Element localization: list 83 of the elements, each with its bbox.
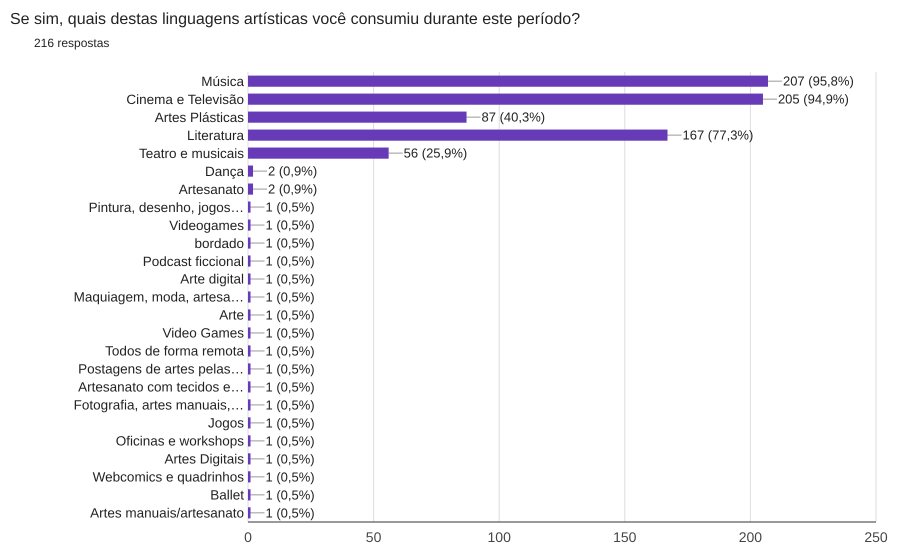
x-tick-label: 50 [366,529,382,545]
chart-title: Se sim, quais destas linguagens artísticas você consumiu durante este período? [10,11,580,28]
y-tick-label: Fotografia, artes manuais,… [74,398,244,413]
y-tick-label: Arte [219,308,244,323]
y-tick-label: Video Games [162,326,244,341]
y-tick-label: Videogames [169,218,244,233]
bar [248,489,251,500]
data-label: 1 (0,5%) [266,451,315,466]
y-tick-label: bordado [194,236,244,251]
data-label: 1 (0,5%) [266,433,315,448]
bar [248,184,254,195]
bar [248,471,251,482]
data-label: 56 (25,9%) [404,146,468,161]
y-tick-label: Artesanato [178,182,244,197]
x-tick-label: 200 [738,529,762,545]
x-tick-label: 250 [864,529,888,545]
text: 216 respostas [34,36,110,50]
bar [248,363,251,375]
data-label: 205 (94,9%) [778,92,849,107]
bar [248,112,467,123]
bar [248,273,251,285]
data-label: 1 (0,5%) [266,487,315,502]
data-label: 1 (0,5%) [266,361,315,376]
bar [248,130,668,141]
y-tick-label: Podcast ficcional [142,254,244,269]
y-tick-label: Artesanato com tecidos e… [78,380,244,395]
bar [248,345,251,357]
data-label: 167 (77,3%) [682,128,754,143]
data-label: 1 (0,5%) [266,326,315,341]
data-label: 207 (95,8%) [782,74,854,89]
bar [248,76,768,87]
data-label: 2 (0,9%) [268,182,318,197]
y-tick-label: Cinema e Televisão [126,92,244,107]
y-tick-label: Música [201,74,244,89]
y-tick-label: Postagens de artes pelas… [78,362,244,377]
bar [248,381,251,393]
data-label: 1 (0,5%) [266,344,315,359]
y-tick-label: Arte digital [180,272,244,287]
bar [248,417,251,428]
x-tick-label: 100 [488,529,512,545]
y-tick-label: Webcomics e quadrinhos [92,470,244,485]
data-label: 1 (0,5%) [266,272,315,287]
data-label: 87 (40,3%) [482,110,546,125]
bar [248,309,251,321]
bar [248,94,763,105]
data-label: 1 (0,5%) [266,200,315,215]
x-tick-label: 0 [244,529,252,545]
y-tick-label: Ballet [210,488,244,503]
y-tick-label: Artes manuais/artesanato [90,506,244,521]
bar [248,435,251,446]
data-label: 1 (0,5%) [266,415,315,430]
bar [248,201,251,213]
y-tick-label: Maquiagem, moda, artesa… [74,290,244,305]
data-label: 1 (0,5%) [266,397,315,412]
y-tick-label: Oficinas e workshops [116,434,244,449]
data-label: 1 (0,5%) [266,254,315,269]
y-tick-label: Jogos [208,416,244,431]
bar [248,507,251,518]
data-label: 1 (0,5%) [266,218,315,233]
bar [248,219,251,231]
bar [248,291,251,303]
data-label: 1 (0,5%) [266,379,315,394]
bar [248,453,251,464]
data-label: 2 (0,9%) [268,164,318,179]
data-label: 1 (0,5%) [266,290,315,305]
x-tick-label: 150 [613,529,637,545]
data-label: 1 (0,5%) [266,308,315,323]
bar [248,148,389,159]
bar [248,255,251,267]
y-tick-label: Pintura, desenho, jogos… [88,200,244,215]
bar [248,237,251,249]
data-label: 1 (0,5%) [266,469,315,484]
y-tick-label: Teatro e musicais [138,146,244,161]
y-tick-label: Todos de forma remota [105,344,244,359]
bar [248,327,251,339]
y-tick-label: Dança [204,164,244,179]
y-tick-label: Artes Digitais [164,452,244,467]
data-label: 1 (0,5%) [266,505,315,520]
data-label: 1 (0,5%) [266,236,315,251]
y-tick-label: Artes Plásticas [154,110,244,125]
bar [248,166,254,177]
bar [248,399,251,410]
y-tick-label: Literatura [186,128,244,143]
